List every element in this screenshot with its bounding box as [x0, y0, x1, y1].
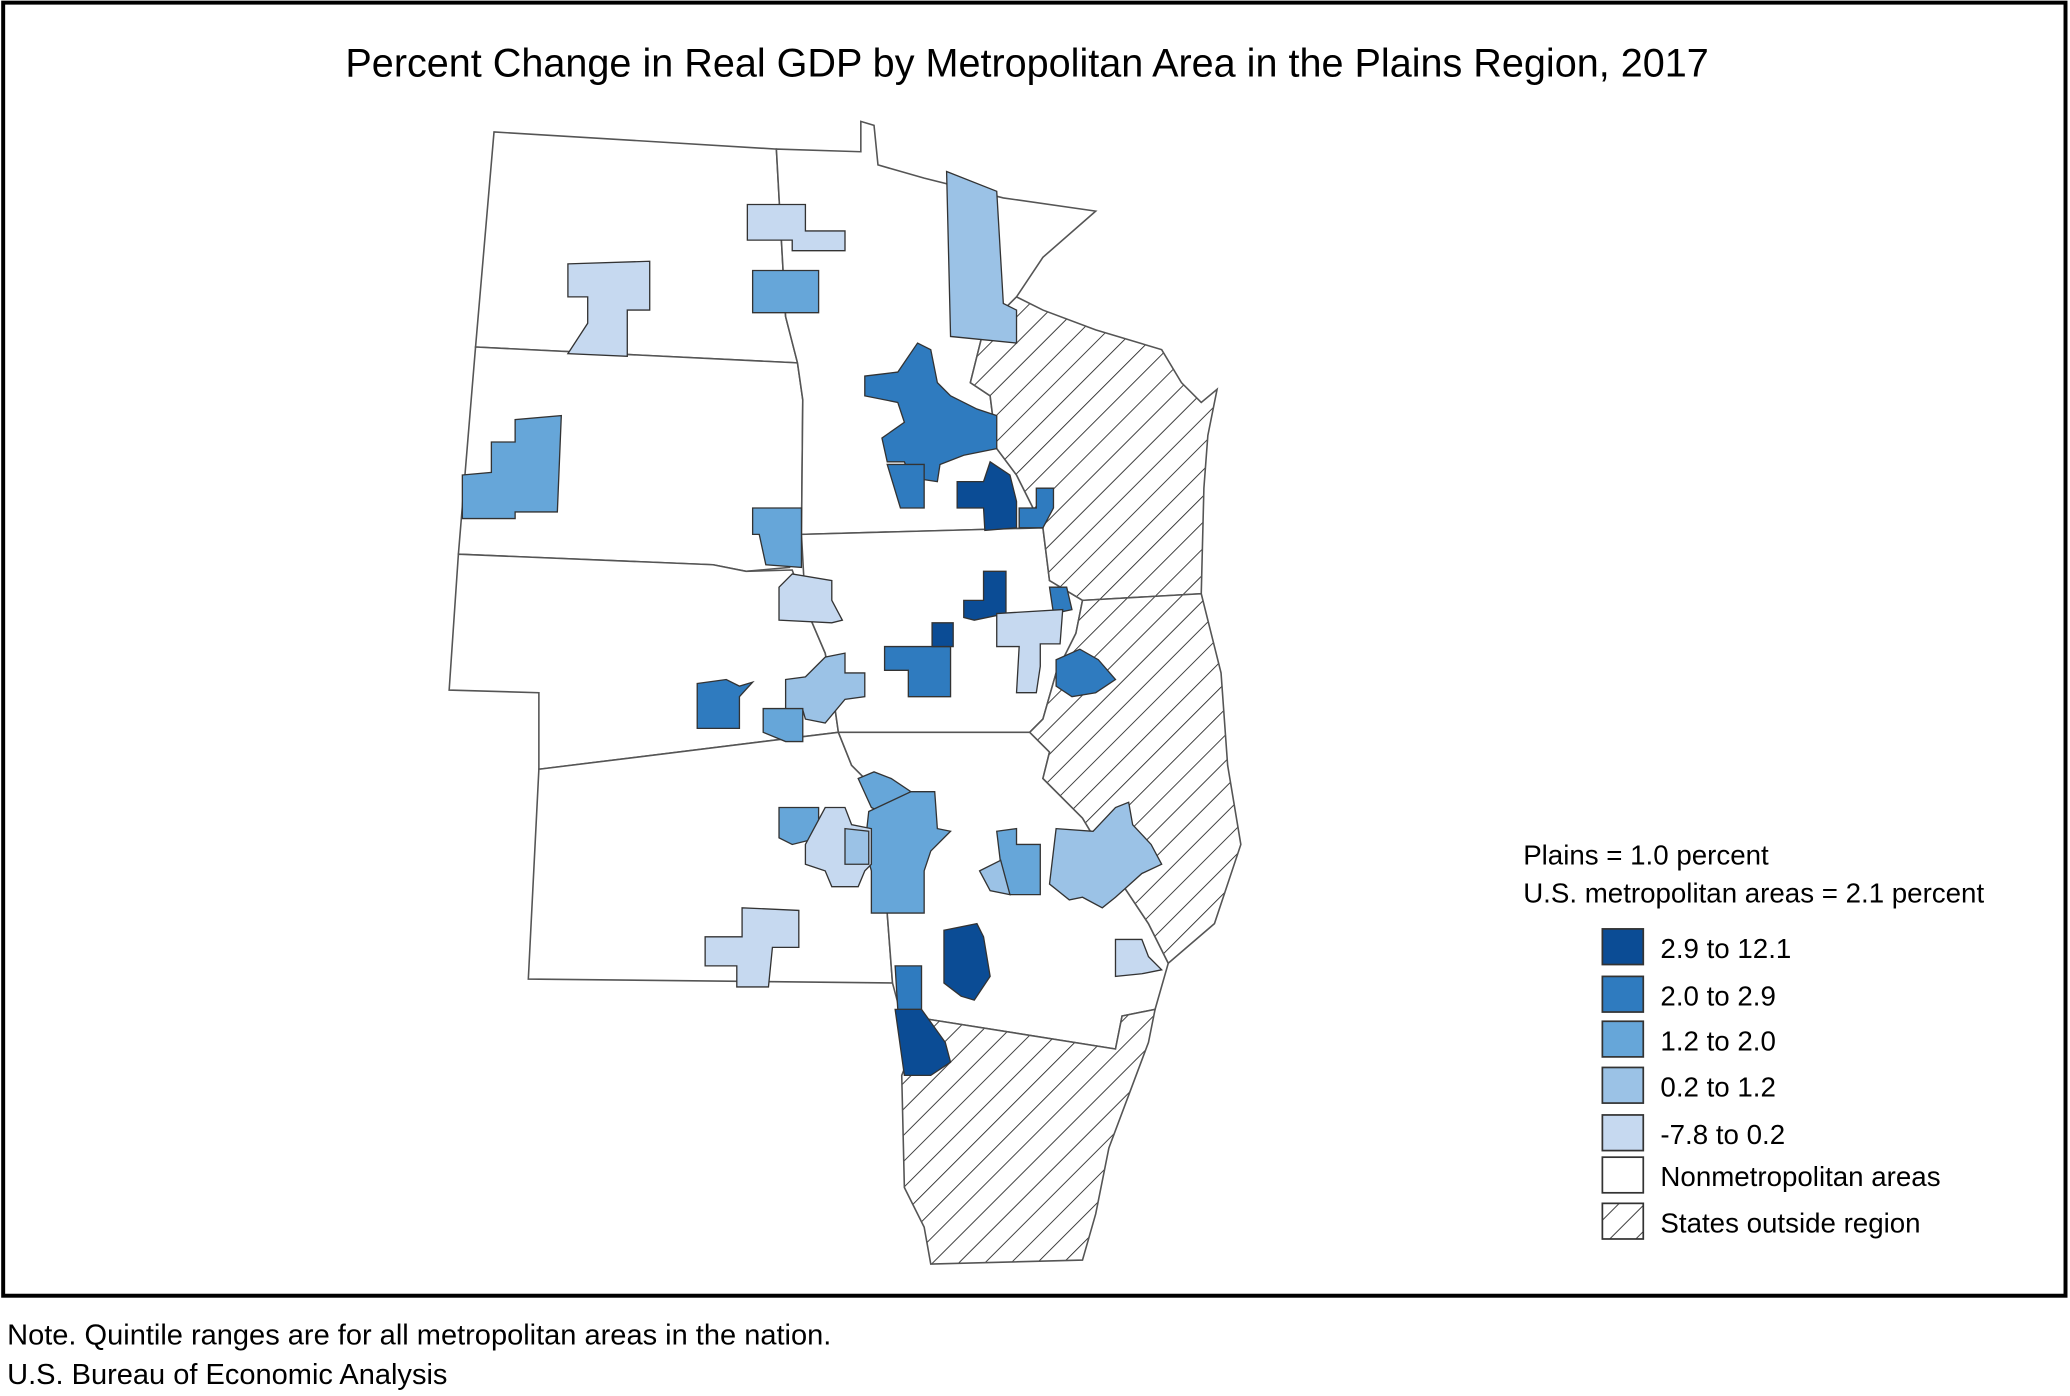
- state-north-dakota: [474, 131, 799, 364]
- metro-area: [1048, 586, 1073, 615]
- legend-swatch: [1601, 1202, 1645, 1240]
- metro-area: [1055, 648, 1117, 698]
- map-title: Percent Change in Real GDP by Metropolit…: [345, 42, 1708, 86]
- footer-source: U.S. Bureau of Economic Analysis: [7, 1359, 447, 1391]
- state-wisconsin-outside: [969, 295, 1219, 602]
- legend-swatch: [1601, 928, 1645, 966]
- metro-area: [956, 460, 1018, 532]
- legend-label: -7.8 to 0.2: [1660, 1119, 1785, 1150]
- legend: Plains = 1.0 percent U.S. metropolitan a…: [1523, 839, 1984, 1240]
- legend-label: 2.9 to 12.1: [1660, 933, 1791, 964]
- metro-area: [894, 1008, 952, 1077]
- metro-area: [844, 827, 870, 865]
- legend-swatch: [1601, 1114, 1645, 1152]
- legend-swatch: [1601, 1066, 1645, 1104]
- legend-summary-us: U.S. metropolitan areas = 2.1 percent: [1523, 878, 1984, 909]
- legend-label: Nonmetropolitan areas: [1660, 1161, 1940, 1192]
- metro-area: [978, 859, 1011, 896]
- metro-area: [804, 806, 873, 888]
- legend-swatch: [1601, 975, 1645, 1013]
- legend-summary-plains: Plains = 1.0 percent: [1523, 839, 1769, 870]
- metro-area: [751, 269, 820, 314]
- metro-area: [886, 463, 925, 509]
- metro-area: [751, 507, 803, 569]
- footer-note: Note. Quintile ranges are for all metrop…: [7, 1320, 831, 1352]
- metro-area: [762, 707, 804, 743]
- metro-area: [1048, 801, 1163, 909]
- metro-area: [931, 622, 954, 648]
- metro-area: [696, 678, 755, 730]
- legend-label: States outside region: [1660, 1207, 1920, 1238]
- metro-area: [746, 203, 846, 252]
- metro-area: [864, 791, 952, 914]
- metro-area: [566, 260, 651, 357]
- state-arkansas-outside: [900, 1008, 1157, 1265]
- metro-area: [778, 806, 820, 846]
- legend-label: 1.2 to 2.0: [1660, 1025, 1775, 1056]
- legend-swatch: [1601, 1020, 1645, 1058]
- metro-area: [461, 414, 562, 520]
- legend-label: 2.0 to 2.9: [1660, 980, 1775, 1011]
- metro-area: [1114, 938, 1164, 978]
- metro-area: [945, 170, 1018, 344]
- metros-layer: [461, 170, 1164, 1077]
- metro-area: [778, 573, 844, 624]
- metro-area: [864, 342, 998, 483]
- metro-area: [1018, 487, 1055, 529]
- legend-label: 0.2 to 1.2: [1660, 1071, 1775, 1102]
- metro-area: [996, 608, 1064, 694]
- metro-area: [894, 965, 923, 1011]
- metro-area: [943, 922, 991, 1001]
- metro-area: [963, 570, 1007, 621]
- legend-swatch: [1601, 1156, 1645, 1194]
- metro-area: [704, 907, 800, 988]
